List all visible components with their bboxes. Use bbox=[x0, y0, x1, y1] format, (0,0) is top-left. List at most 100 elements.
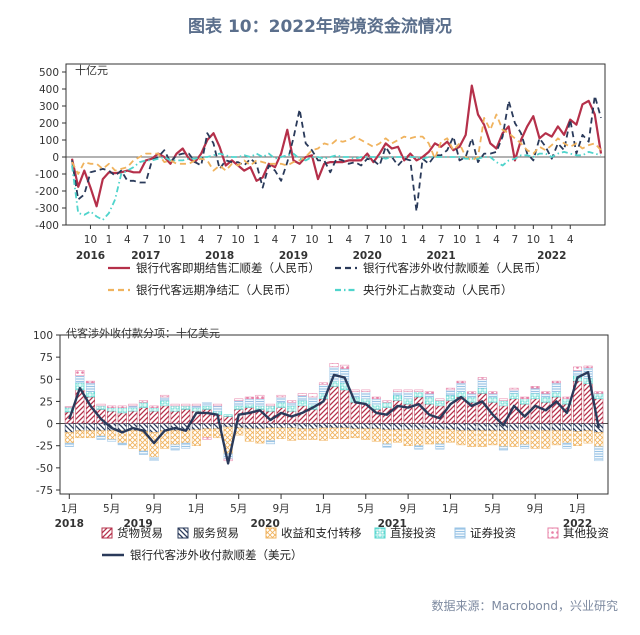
x-tick-label: 9月 bbox=[400, 503, 417, 515]
bar-segment bbox=[350, 423, 360, 430]
source-note: 数据来源：Macrobond，兴业研究 bbox=[431, 599, 619, 613]
legend-swatch bbox=[547, 527, 559, 539]
bar-segment bbox=[265, 440, 275, 445]
bar-segment bbox=[541, 391, 551, 394]
bar-segment bbox=[255, 394, 265, 399]
surplus-usd-line bbox=[68, 371, 600, 465]
bar-segment bbox=[424, 429, 434, 445]
x-year-label: 2019 bbox=[279, 250, 308, 262]
bar-segment bbox=[318, 382, 328, 385]
x-tick-label: 1 bbox=[106, 234, 113, 246]
x-tick-label: 7 bbox=[364, 234, 371, 246]
bar-segment bbox=[340, 423, 350, 429]
bar-segment bbox=[329, 423, 339, 429]
bar-segment bbox=[160, 396, 170, 401]
bar-segment bbox=[64, 432, 74, 444]
bar-segment bbox=[562, 396, 572, 400]
bar-segment bbox=[509, 393, 519, 400]
bar-segment bbox=[382, 443, 392, 448]
x-year-label: 2022 bbox=[537, 250, 566, 262]
bar-segment bbox=[435, 429, 445, 445]
x-year-label: 2021 bbox=[426, 250, 455, 262]
bar-segment bbox=[75, 375, 85, 384]
bar-segment bbox=[340, 389, 350, 424]
bar-segment bbox=[403, 429, 413, 446]
y-tick-label: 0 bbox=[52, 152, 59, 164]
bar-segment bbox=[498, 430, 508, 447]
bar-segment bbox=[107, 410, 117, 424]
bar-segment bbox=[467, 396, 477, 403]
x-tick-label: 4 bbox=[272, 234, 279, 246]
y-tick-label: 50 bbox=[40, 374, 53, 386]
bar-segment bbox=[213, 403, 223, 407]
bottom-bar-chart: 代客涉外收付款分项：十亿美元 -75 -50 -25 0 25 50 75 100 1月 5月 9月… bbox=[33, 326, 609, 562]
bar-segment bbox=[520, 423, 530, 431]
x-tick-label: 10 bbox=[527, 234, 540, 246]
bar-segment bbox=[181, 430, 191, 444]
bar-segment bbox=[149, 410, 159, 424]
bar-segment bbox=[340, 427, 350, 439]
bar-segment bbox=[234, 398, 244, 401]
bar-segment bbox=[371, 396, 381, 400]
x-tick-label: 7 bbox=[512, 234, 519, 246]
x-tick-label: 9月 bbox=[272, 503, 289, 515]
bar-segment bbox=[551, 423, 561, 431]
bar-segment bbox=[160, 405, 170, 424]
bar-segment bbox=[583, 430, 593, 444]
bar-segment bbox=[435, 398, 445, 401]
bar-segment bbox=[308, 423, 318, 430]
bar-segment bbox=[202, 428, 212, 439]
y-tick-label: -100 bbox=[35, 169, 59, 181]
bar-segment bbox=[318, 423, 328, 429]
x-tick-label: 1月 bbox=[61, 503, 78, 515]
x-tick-label: 1 bbox=[253, 234, 260, 246]
bar-segment bbox=[191, 407, 201, 412]
bar-segment bbox=[96, 435, 106, 440]
bar-segment bbox=[393, 400, 403, 424]
bar-segment bbox=[541, 423, 551, 431]
bar-segment bbox=[297, 423, 307, 430]
bar-segment bbox=[181, 405, 191, 410]
bar-segment bbox=[329, 427, 339, 439]
legend-swatch bbox=[374, 527, 386, 539]
bar-segment bbox=[509, 389, 519, 394]
bar-segment bbox=[234, 405, 244, 410]
bar-segment bbox=[117, 405, 127, 408]
legend-swatch bbox=[454, 527, 466, 539]
bar-segment bbox=[191, 403, 201, 407]
bar-segment bbox=[181, 409, 191, 424]
bar-segment bbox=[191, 429, 201, 446]
bar-segment bbox=[530, 430, 540, 449]
x-tick-label: 10 bbox=[305, 234, 318, 246]
legend-label: 服务贸易 bbox=[193, 526, 239, 540]
bar-segment bbox=[594, 432, 604, 447]
bar-segment bbox=[329, 363, 339, 368]
bar-segment bbox=[85, 391, 95, 398]
x-tick-label: 7 bbox=[438, 234, 445, 246]
bar-segment bbox=[382, 402, 392, 408]
bar-segment bbox=[371, 423, 381, 430]
x-tick-label: 4 bbox=[419, 234, 426, 246]
bar-segment bbox=[488, 423, 498, 431]
bar-segment bbox=[244, 396, 254, 400]
bar-segment bbox=[128, 405, 138, 408]
bar-segment bbox=[562, 442, 572, 449]
bar-segment bbox=[202, 402, 212, 407]
legend-label: 其他投资 bbox=[563, 526, 609, 540]
bar-segment bbox=[85, 423, 95, 431]
bar-segment bbox=[498, 446, 508, 451]
bar-segment bbox=[287, 423, 297, 429]
bar-segment bbox=[149, 432, 159, 458]
bar-segment bbox=[361, 389, 371, 392]
bar-segment bbox=[318, 427, 328, 441]
bar-segment bbox=[244, 428, 254, 442]
bar-segment bbox=[424, 396, 434, 405]
bar-segment bbox=[403, 391, 413, 400]
bar-segment bbox=[477, 387, 487, 394]
bar-segment bbox=[393, 394, 403, 401]
bar-segment bbox=[530, 393, 540, 400]
top-chart-unit-label: 十亿元 bbox=[75, 63, 108, 77]
x-year-label: 2019 bbox=[124, 518, 153, 530]
bar-segment bbox=[583, 365, 593, 369]
y-tick-label: -75 bbox=[36, 485, 53, 497]
